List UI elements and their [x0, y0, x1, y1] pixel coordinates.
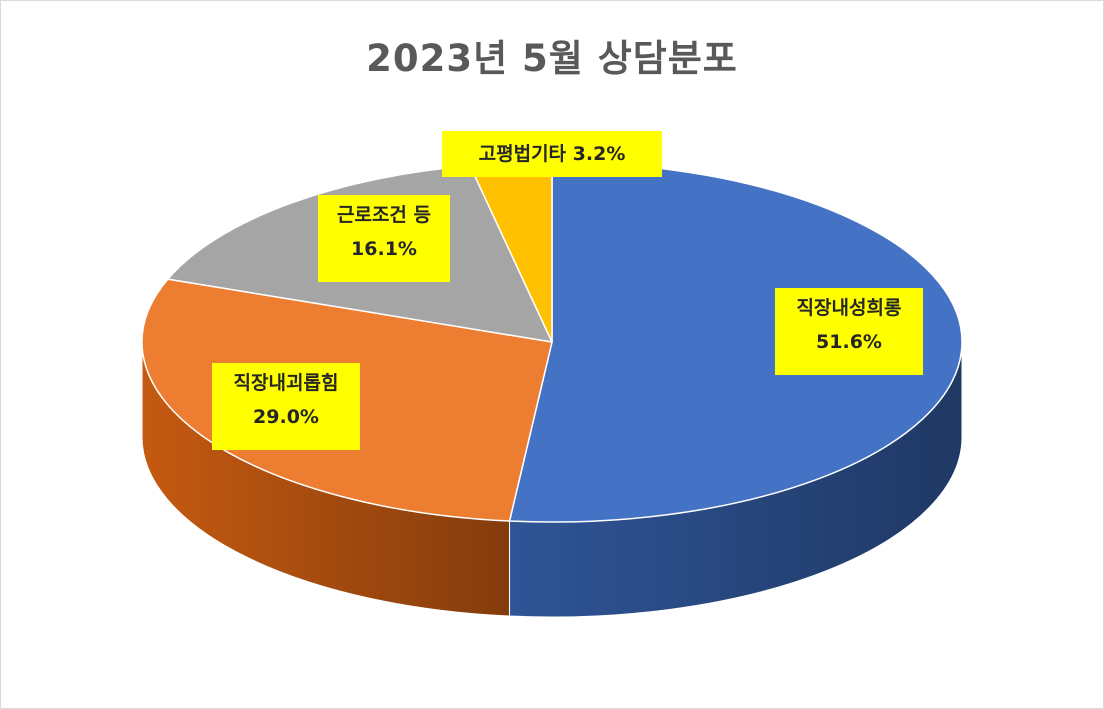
data-label-working-conditions: 근로조건 등 16.1%: [318, 195, 450, 282]
data-label-equal-employment-other: 고평법기타 3.2%: [442, 131, 662, 177]
data-label-workplace-bullying: 직장내괴롭힘 29.0%: [212, 363, 360, 450]
data-label-sexual-harassment: 직장내성희롱 51.6%: [775, 288, 923, 375]
pie-slice-sexual-harassment: [508, 161, 963, 523]
chart-title: 2023년 5월 상담분포: [366, 37, 738, 80]
